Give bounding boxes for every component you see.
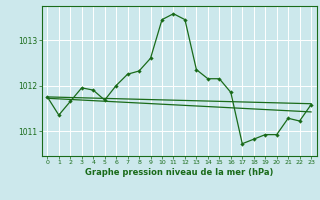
X-axis label: Graphe pression niveau de la mer (hPa): Graphe pression niveau de la mer (hPa) bbox=[85, 168, 273, 177]
